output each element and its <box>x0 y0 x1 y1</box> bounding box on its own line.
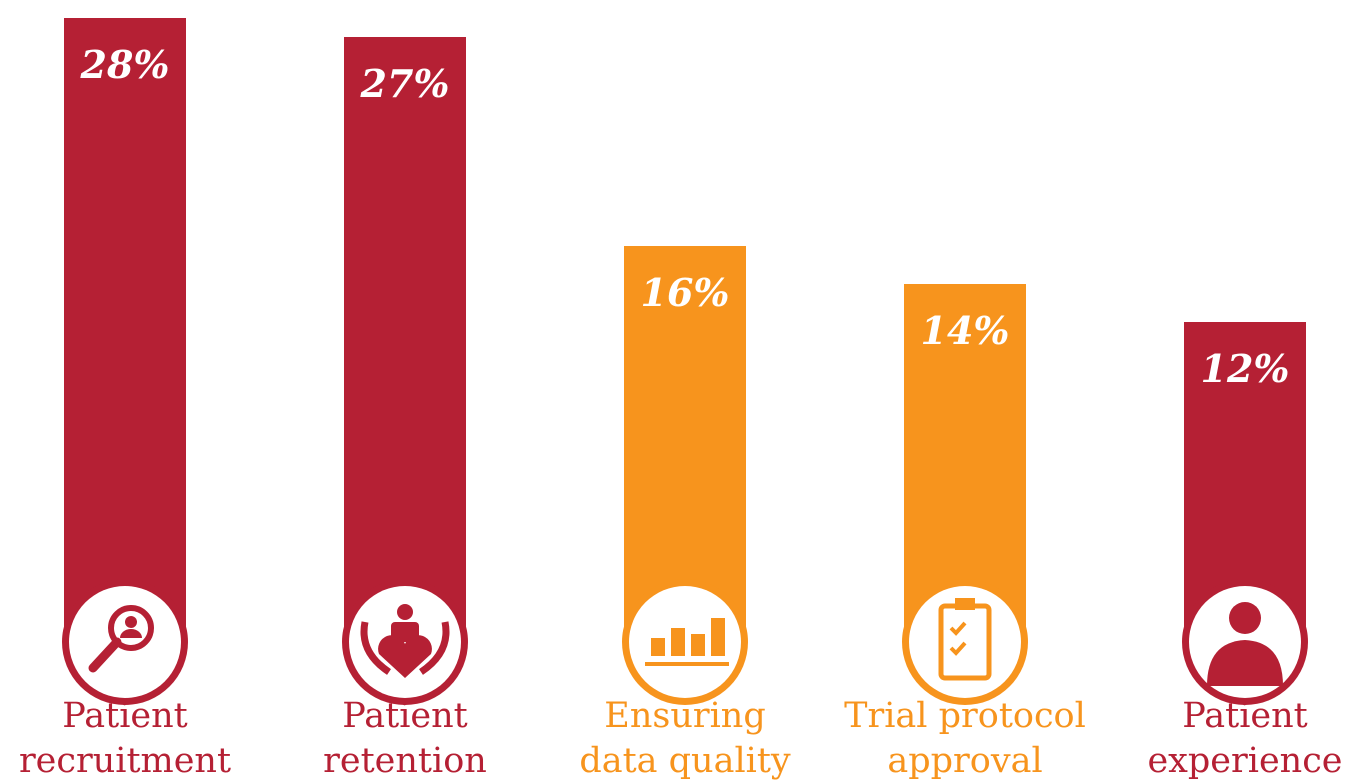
icon-part <box>120 629 142 638</box>
category-label: approval <box>887 741 1042 780</box>
icon-part <box>711 618 725 656</box>
icon-part <box>397 604 413 620</box>
category-label: Patient <box>62 696 187 736</box>
value-label: 12% <box>1201 346 1290 391</box>
icon-part <box>378 635 432 678</box>
icon-bg <box>69 586 181 698</box>
value-label: 27% <box>360 61 450 106</box>
icon-part <box>949 621 967 656</box>
value-label: 16% <box>641 270 730 315</box>
icon <box>1207 602 1283 686</box>
category-label: recruitment <box>19 741 231 780</box>
icon-part <box>108 605 154 651</box>
category-label: Ensuring <box>604 696 765 736</box>
bar <box>64 18 186 642</box>
icon-part <box>955 598 975 610</box>
bar <box>344 37 466 642</box>
icon-part <box>125 616 137 628</box>
icon-part <box>651 638 665 656</box>
icon-bg <box>909 586 1021 698</box>
icon <box>938 598 992 681</box>
category-label: retention <box>323 741 487 780</box>
value-label: 28% <box>80 42 170 87</box>
icon-part <box>88 637 122 673</box>
bar <box>624 246 746 642</box>
icon-part <box>691 634 705 656</box>
category-label: data quality <box>579 741 791 780</box>
category-label: Patient <box>1182 696 1307 736</box>
icon <box>645 618 729 666</box>
icon <box>88 605 154 673</box>
category-label: experience <box>1147 741 1342 780</box>
category-label: Patient <box>342 696 467 736</box>
value-label: 14% <box>921 308 1010 353</box>
icon-part <box>671 628 685 656</box>
category-label: Trial protocol <box>844 696 1086 736</box>
icon-part <box>360 621 450 675</box>
icon-part <box>1229 602 1261 634</box>
icon-part <box>1207 640 1283 686</box>
icon <box>360 604 450 678</box>
